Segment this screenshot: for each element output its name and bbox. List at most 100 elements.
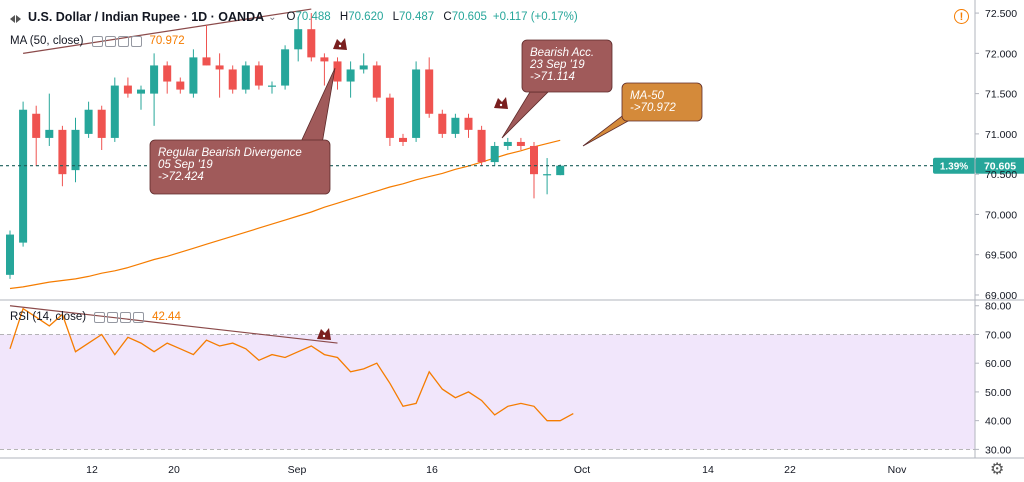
candle-body <box>294 29 303 50</box>
price-tag-bg <box>976 157 1024 174</box>
divergence-callout-box <box>149 139 331 195</box>
candle-body <box>137 89 145 94</box>
ma-legend-value: 70.972 <box>149 35 185 47</box>
ma-legend-buttons <box>91 35 142 47</box>
collapse-arrows-icon[interactable] <box>10 11 22 23</box>
bearish-acc-callout-text: Bearish Acc. <box>530 47 594 59</box>
time-tick-label: Sep <box>288 464 307 476</box>
candle <box>372 61 381 102</box>
chevron-down-icon[interactable]: ⌄ <box>268 11 277 23</box>
candle-body <box>385 97 394 138</box>
candle <box>163 61 172 94</box>
high-label: H <box>339 11 349 23</box>
open-label: O <box>286 11 296 23</box>
bear-icon-eye <box>322 334 326 338</box>
candle <box>451 113 460 138</box>
candle-body <box>254 65 263 86</box>
candle <box>412 61 421 142</box>
candle-body <box>163 65 172 82</box>
settings-icon[interactable] <box>104 35 116 47</box>
candle <box>19 101 28 247</box>
time-tick-label: 16 <box>426 464 438 476</box>
candle <box>215 53 224 98</box>
candle <box>110 77 119 142</box>
percent-tag-bg <box>933 157 976 174</box>
candle <box>123 77 132 98</box>
candle-body <box>464 117 473 130</box>
rsi-line-group <box>9 307 574 422</box>
divergence-callout-pointer <box>299 67 336 145</box>
visibility-icon[interactable] <box>94 311 106 323</box>
candle-body <box>451 117 460 134</box>
candle-body <box>412 69 421 138</box>
rsi-legend-value: 42.44 <box>152 311 181 323</box>
candle <box>228 65 237 94</box>
rsi-band <box>0 334 975 450</box>
percent-tag-label: 1.39% <box>940 162 968 173</box>
rsi-legend-label[interactable]: RSI (14, close) <box>10 311 87 323</box>
candle <box>6 230 14 279</box>
candle-body <box>438 113 447 134</box>
ma50-callout-box <box>621 82 703 122</box>
candle <box>58 125 67 187</box>
candle-body <box>110 85 119 138</box>
candles <box>6 13 565 279</box>
bearish-acc-callout: Bearish Acc.23 Sep '19->71.114 <box>501 39 613 139</box>
price-grid <box>0 334 975 450</box>
candle-body <box>307 29 316 58</box>
bearish-acc-callout-text: 23 Sep '19 <box>529 59 585 71</box>
visibility-icon[interactable] <box>91 35 103 47</box>
candle <box>84 101 93 138</box>
candle <box>71 117 80 183</box>
candle-body <box>215 65 224 70</box>
ma50-callout: MA-50->70.972 <box>582 82 703 147</box>
price-tag-label: 70.605 <box>984 161 1016 173</box>
settings-icon[interactable] <box>107 311 119 323</box>
ma-legend-label[interactable]: MA (50, close) <box>10 35 84 47</box>
candle <box>294 17 303 62</box>
candle <box>516 137 525 150</box>
candle <box>189 49 198 98</box>
candle-body <box>71 129 80 171</box>
price-tick-label: 69.000 <box>985 290 1017 302</box>
candle-body <box>176 81 185 90</box>
rsi-legend: RSI (14, close) 42.44 <box>10 311 181 323</box>
candle <box>333 57 342 90</box>
more-icon[interactable] <box>133 311 145 323</box>
candle <box>359 53 368 74</box>
candle-body <box>281 49 290 86</box>
divergence-callout-text: Regular Bearish Divergence <box>158 147 302 159</box>
gear-icon[interactable]: ⚙ <box>990 461 1005 478</box>
close-label: C <box>443 11 452 23</box>
candle <box>97 105 106 150</box>
close-icon[interactable] <box>117 35 129 47</box>
candle-body <box>399 137 407 142</box>
candle-body <box>490 145 499 163</box>
more-icon[interactable] <box>130 35 142 47</box>
bear-icon-shape <box>317 328 331 340</box>
divergence-callout-text: 05 Sep '19 <box>158 159 213 171</box>
price-tick-label: 72.500 <box>985 8 1017 20</box>
candle-body <box>123 85 132 94</box>
candle <box>503 137 512 150</box>
low-value: 70.487 <box>398 11 435 23</box>
trendlines <box>9 8 338 344</box>
price-tick-label: 72.000 <box>985 48 1017 60</box>
info-icon[interactable]: ! <box>954 9 969 24</box>
candle-body <box>84 109 93 134</box>
candle <box>281 45 290 90</box>
close-icon[interactable] <box>120 311 132 323</box>
candle-body <box>268 85 276 87</box>
candle <box>202 25 211 66</box>
candle <box>176 77 185 94</box>
ma50-callout-text: ->70.972 <box>630 102 676 114</box>
ma50-callout-text: MA-50 <box>630 90 664 102</box>
candle-body <box>543 174 552 176</box>
candle-body <box>97 109 106 138</box>
symbol-title[interactable]: U.S. Dollar / Indian Rupee · 1D · OANDA <box>28 10 265 24</box>
candle-body <box>19 109 28 243</box>
candle <box>477 125 486 167</box>
